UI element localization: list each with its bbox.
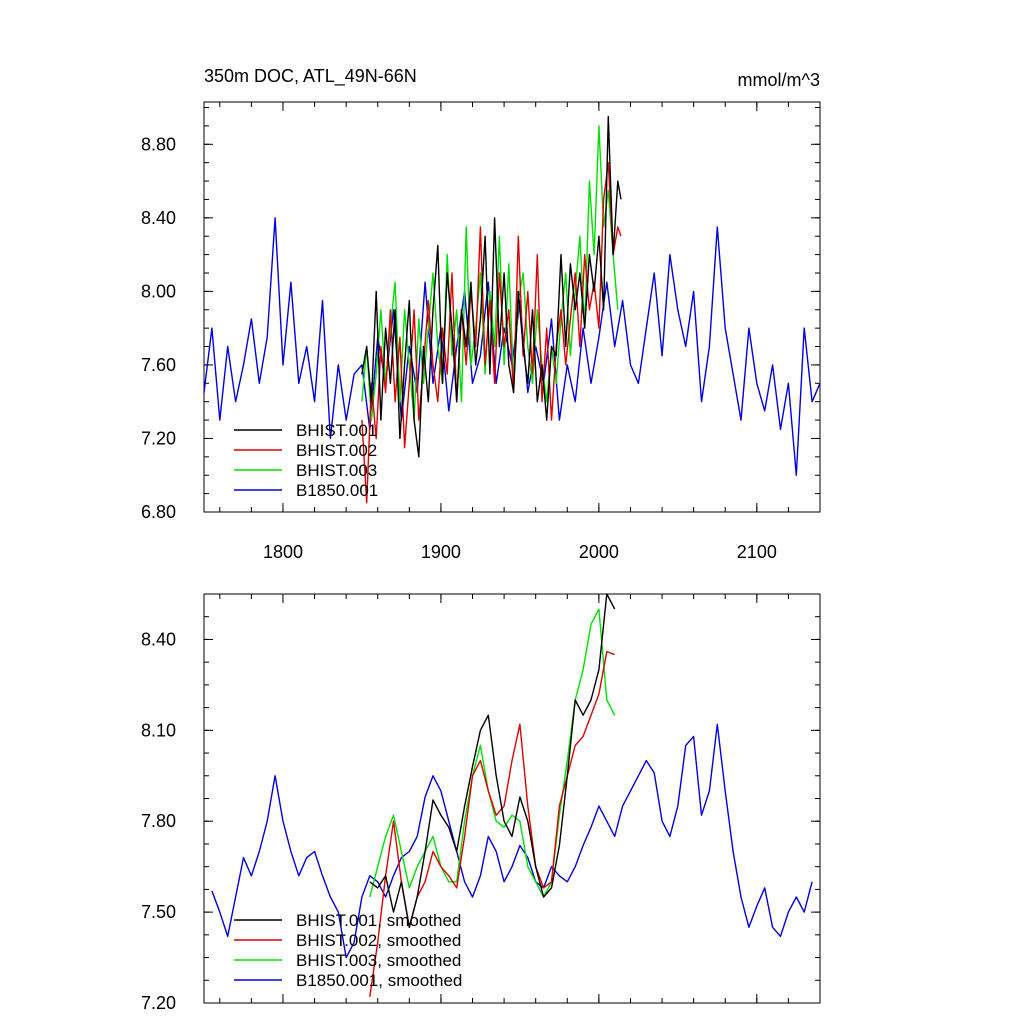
top-legend-label: BHIST.003 <box>296 461 377 480</box>
bottom-ytick-label: 8.40 <box>141 629 176 649</box>
bottom-legend-label: BHIST.002, smoothed <box>296 931 461 950</box>
top-legend-label: BHIST.002 <box>296 441 377 460</box>
bottom-ytick-label: 7.80 <box>141 811 176 831</box>
top-series-line-1 <box>361 161 622 504</box>
top-ytick-label: 8.40 <box>141 208 176 228</box>
top-chart-title: 350m DOC, ATL_49N-66N <box>204 66 417 87</box>
top-xtick-label: 2000 <box>579 542 619 562</box>
bottom-ytick-label: 7.50 <box>141 902 176 922</box>
top-ytick-label: 8.80 <box>141 134 176 154</box>
bottom-legend-label: B1850.001, smoothed <box>296 971 462 990</box>
bottom-series-line-3 <box>211 723 813 959</box>
top-series-line-2 <box>361 125 619 421</box>
top-legend-label: BHIST.001 <box>296 421 377 440</box>
top-xtick-label: 1800 <box>263 542 303 562</box>
bottom-legend-label: BHIST.001, smoothed <box>296 911 461 930</box>
bottom-ytick-label: 8.10 <box>141 720 176 740</box>
bottom-legend-label: BHIST.003, smoothed <box>296 951 461 970</box>
top-series-line-0 <box>361 115 622 458</box>
top-ytick-label: 7.60 <box>141 355 176 375</box>
top-ytick-label: 6.80 <box>141 502 176 522</box>
top-ytick-label: 7.20 <box>141 428 176 448</box>
top-ytick-label: 8.00 <box>141 281 176 301</box>
top-xtick-label: 2100 <box>737 542 777 562</box>
top-chart-panel: 6.80 7.20 7.60 8.00 8.40 8.80 1800 1900 2000 2100… <box>141 101 821 562</box>
bottom-ytick-label: 7.20 <box>141 993 176 1013</box>
top-plot-frame <box>203 101 821 513</box>
top-legend-label: B1850.001 <box>296 481 378 500</box>
top-chart-units: mmol/m^3 <box>738 70 820 90</box>
top-xtick-label: 1900 <box>421 542 461 562</box>
bottom-series-line-0 <box>369 593 616 928</box>
